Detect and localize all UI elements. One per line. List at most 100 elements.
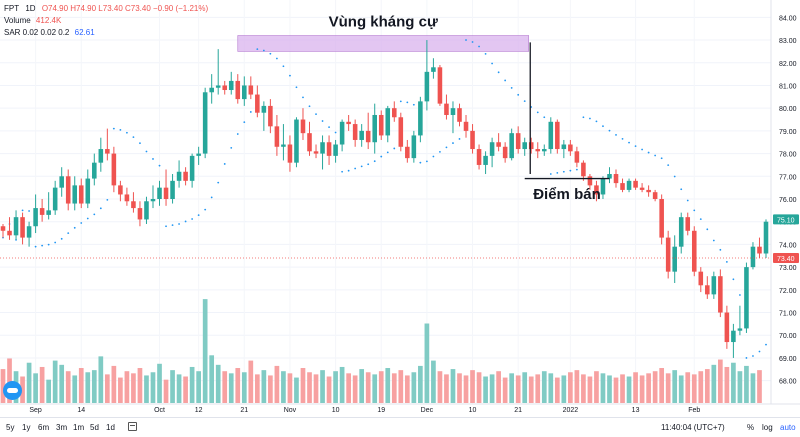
volume-bar [281, 371, 286, 403]
sar-dot [282, 65, 285, 68]
auto-toggle[interactable]: auto [780, 423, 796, 432]
volume-bar [326, 376, 332, 403]
volume-bar [254, 374, 260, 403]
sar-dot [223, 163, 226, 165]
volume-bar [489, 374, 495, 403]
candle-body [685, 217, 691, 231]
candle-body [333, 144, 338, 156]
candle-body [457, 108, 462, 122]
volume-bar [202, 299, 208, 403]
candle-body [555, 121, 560, 150]
volume-bar [359, 369, 365, 403]
y-tick-label: 84.00 [779, 15, 797, 22]
sar-dot [745, 357, 748, 359]
range-button-1m[interactable]: 1m [73, 423, 85, 432]
sar-dot [328, 126, 330, 129]
volume-bar [665, 373, 671, 403]
range-button-5y[interactable]: 5y [6, 423, 15, 432]
sar-dot [680, 188, 683, 191]
sar-dot [765, 343, 767, 346]
volume-bar [391, 373, 397, 403]
candle-body [352, 124, 358, 140]
candle-body [548, 121, 554, 150]
volume-bar [737, 371, 743, 403]
sar-dot [60, 237, 63, 240]
volume-bar [568, 372, 573, 403]
candle-body [85, 178, 91, 204]
x-tick-label: Nov [284, 407, 297, 414]
high-price-tag-bg [773, 214, 799, 225]
candle-body [750, 246, 756, 268]
candle-body [744, 267, 749, 329]
volume-bar [215, 364, 221, 403]
symbol-label[interactable]: FPT [4, 4, 20, 13]
volume-bar [672, 370, 678, 403]
time-axis[interactable]: Sep 14 Oct 12 21 Nov 10 19 Dec 10 21 2022 13 Feb [0, 403, 800, 414]
sar-dot [80, 222, 83, 224]
candle-body [137, 208, 143, 220]
sar-dot [758, 350, 761, 353]
ohlc-values: O74.90 H74.90 L73.40 C73.40 −0.90 (−1.21… [41, 4, 209, 13]
candle-body [92, 162, 97, 179]
clock-time[interactable]: 11:40:04 (UTC+7) [661, 423, 725, 432]
volume-bar [241, 372, 247, 403]
volume-bar [59, 364, 65, 403]
candle-body [724, 312, 730, 343]
candle-body [535, 149, 541, 152]
candle-body [78, 185, 84, 204]
candle-body [7, 230, 12, 236]
volume-bar [404, 375, 410, 403]
candle-body [541, 149, 547, 152]
sar-dot [178, 223, 180, 225]
candle-body [502, 146, 508, 159]
volume-bar [46, 379, 51, 403]
candle-body [176, 171, 182, 181]
candle-body [444, 103, 449, 115]
volume-bar [196, 371, 201, 403]
y-tick-label: 70.00 [779, 333, 797, 340]
candle-body [183, 171, 188, 181]
volume-bar [131, 373, 136, 403]
log-toggle[interactable]: log [762, 423, 773, 432]
sar-dot [295, 86, 298, 89]
volume-bar [274, 365, 280, 403]
candle-body [228, 80, 234, 91]
x-tick-label: 10 [332, 407, 340, 414]
range-button-5d[interactable]: 5d [90, 423, 99, 432]
y-tick-label: 71.00 [779, 311, 797, 318]
candle-body [346, 121, 351, 125]
candle-body [659, 199, 664, 238]
sar-dot [106, 198, 109, 201]
volume-bar [300, 368, 306, 403]
volume-bar [639, 375, 645, 403]
candle-body [411, 135, 417, 159]
range-button-6m[interactable]: 6m [38, 423, 50, 432]
volume-bar [85, 372, 91, 403]
candle-body [437, 67, 443, 104]
candle-body [607, 174, 612, 179]
candle-body [522, 142, 527, 150]
range-button-1d[interactable]: 1d [106, 423, 115, 432]
candle-body [691, 230, 697, 272]
candlesticks [0, 40, 769, 358]
candle-body [111, 153, 117, 186]
percent-toggle[interactable]: % [747, 423, 755, 432]
volume-bar [613, 377, 619, 403]
candle-body [33, 208, 38, 227]
calendar-icon[interactable] [128, 422, 137, 431]
range-button-1y[interactable]: 1y [22, 423, 31, 432]
volume-bar [483, 376, 488, 403]
sar-dot [321, 120, 324, 122]
volume-bar [235, 368, 241, 403]
sar-dot [419, 161, 422, 164]
range-button-3m[interactable]: 3m [56, 423, 68, 432]
interval-label[interactable]: 1D [25, 4, 36, 13]
candle-body [65, 176, 71, 204]
volume-bar [450, 369, 456, 403]
tradingview-logo-icon[interactable] [3, 381, 22, 400]
candle-body [731, 330, 736, 343]
volume-bar [150, 372, 156, 403]
price-axis[interactable]: 68.0069.0070.0071.0072.0073.0074.0075.00… [770, 0, 797, 404]
volume-bar [554, 377, 560, 403]
